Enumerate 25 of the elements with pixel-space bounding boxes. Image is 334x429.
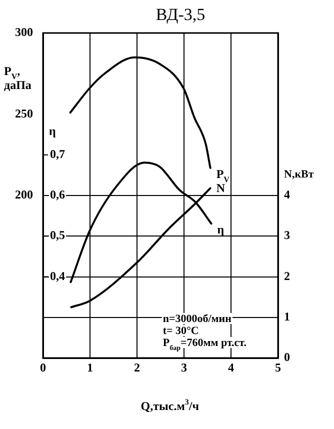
x-tick-label: 3 <box>181 360 187 374</box>
y2-tick-label: 0 <box>284 350 290 364</box>
annotation: t= 30°С <box>162 325 199 337</box>
y-tick-label: 300 <box>15 25 33 40</box>
y3-tick-label: 0,5 <box>50 228 65 242</box>
x-tick-label: 0 <box>40 360 46 374</box>
y3-axis-title: η <box>49 124 56 138</box>
series-label: η <box>217 222 224 237</box>
y2-tick-label: 2 <box>284 268 290 283</box>
x-tick-label: 2 <box>134 360 140 374</box>
x-tick-label: 5 <box>275 360 281 374</box>
y3-tick-label: 0,6 <box>50 188 65 202</box>
chart-title: ВД-3,5 <box>156 5 206 24</box>
y2-tick-label: 1 <box>284 309 290 324</box>
y3-tick-label: 0,7 <box>50 146 65 161</box>
y-tick-label: 200 <box>15 188 33 202</box>
x-tick-label: 4 <box>228 360 234 374</box>
y3-tick-label: 0,4 <box>50 268 65 283</box>
x-tick-label: 1 <box>87 360 93 374</box>
y-tick-label: 250 <box>15 106 33 120</box>
y2-tick-label: 4 <box>284 188 290 202</box>
y2-axis-title: N,кВт <box>284 168 314 180</box>
annotation: n=3000об/мин <box>162 313 232 325</box>
series-label: N <box>216 181 226 196</box>
y2-tick-label: 3 <box>284 228 290 242</box>
